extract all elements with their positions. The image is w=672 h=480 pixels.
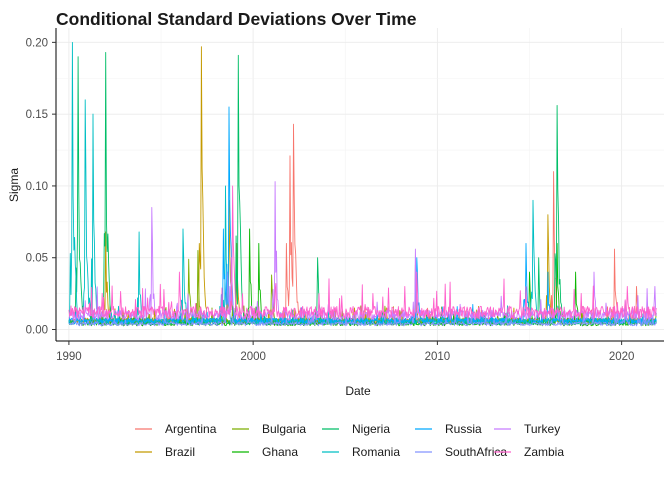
plot-lines [68,41,657,327]
grid [56,28,664,341]
legend-label: Bulgaria [262,422,306,436]
series-line-southafrica [68,271,657,327]
legend-item-brazil: Brazil [135,445,195,459]
x-axis-label: Date [345,384,371,398]
series-line-turkey [68,181,657,321]
legend-label: Ghana [262,445,298,459]
legend: Argentina Brazil Bulgaria Ghana Nigeria Roman… [135,422,564,459]
legend-item-zambia: Zambia [494,445,564,459]
y-tick-label: 0.10 [26,181,48,193]
y-tick-label: 0.00 [26,325,48,337]
legend-label: Romania [352,445,400,459]
series-line-nigeria [68,51,657,326]
x-tick-label: 2020 [609,351,635,363]
legend-label: SouthAfrica [445,445,507,459]
series-line-ghana [77,228,657,327]
series-line-romania [68,41,657,325]
y-tick-label: 0.05 [26,253,48,265]
legend-item-southafrica: SouthAfrica [415,445,507,459]
y-tick-label: 0.15 [26,109,48,121]
chart-title: Conditional Standard Deviations Over Tim… [56,9,417,29]
legend-item-bulgaria: Bulgaria [232,422,306,436]
legend-label: Brazil [165,445,195,459]
series-line-brazil [68,46,657,325]
legend-label: Nigeria [352,422,390,436]
legend-item-ghana: Ghana [232,445,298,459]
legend-item-argentina: Argentina [135,422,217,436]
series-line-zambia [68,185,657,319]
legend-item-russia: Russia [415,422,482,436]
legend-label: Zambia [524,445,564,459]
x-tick-label: 2010 [425,351,451,363]
y-axis-label: Sigma [7,168,21,202]
x-tick-label: 2000 [240,351,266,363]
x-tick-label: 1990 [56,351,82,363]
legend-label: Argentina [165,422,217,436]
legend-item-turkey: Turkey [494,422,560,436]
legend-item-nigeria: Nigeria [322,422,390,436]
axes: 1990 2000 2010 2020 0.00 0.05 0.10 0.15 0.20 [26,28,664,363]
legend-label: Russia [445,422,482,436]
legend-label: Turkey [524,422,560,436]
y-tick-label: 0.20 [26,37,48,49]
legend-item-romania: Romania [322,445,400,459]
